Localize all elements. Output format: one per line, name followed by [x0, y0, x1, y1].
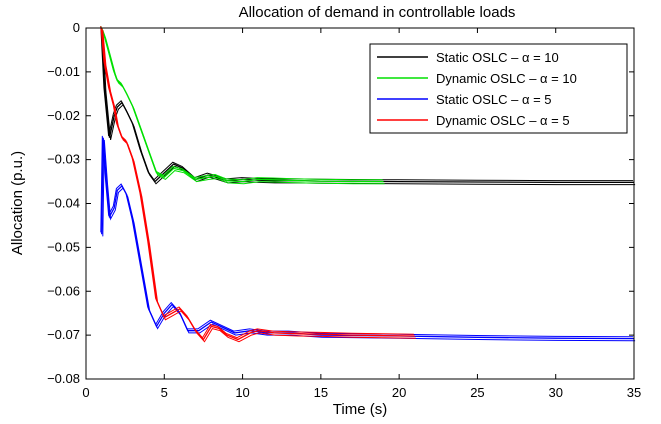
series-line-2-strand-1	[102, 30, 385, 185]
x-ticks: 0 5 10 15 20 25 30 35	[82, 28, 641, 400]
y-tick-label: −0.07	[47, 327, 80, 342]
x-tick-label: 10	[235, 385, 249, 400]
y-tick-label: −0.04	[47, 196, 80, 211]
x-axis-label: Time (s)	[333, 401, 387, 418]
legend-label: Dynamic OSLC – α = 10	[436, 71, 577, 86]
x-tick-label: 15	[314, 385, 328, 400]
legend-label: Static OSLC – α = 10	[436, 50, 559, 65]
x-tick-label: 30	[548, 385, 562, 400]
y-tick-label: −0.08	[47, 371, 80, 386]
x-tick-label: 0	[82, 385, 89, 400]
legend-label: Static OSLC – α = 5	[436, 92, 552, 107]
x-tick-label: 25	[470, 385, 484, 400]
y-tick-label: −0.06	[47, 283, 80, 298]
y-tick-label: −0.03	[47, 152, 80, 167]
x-tick-label: 5	[161, 385, 168, 400]
legend-box	[369, 43, 628, 134]
legend-label: Dynamic OSLC – α = 5	[436, 113, 570, 128]
y-axis-label: Allocation (p.u.)	[9, 151, 26, 255]
series-line-4-strand-2	[100, 26, 414, 339]
y-tick-label: −0.05	[47, 239, 80, 254]
x-tick-label: 35	[627, 385, 641, 400]
series-group	[100, 26, 636, 343]
y-tick-label: −0.01	[47, 64, 80, 79]
y-tick-label: 0	[73, 20, 80, 35]
series-line-2-strand-2	[100, 26, 383, 181]
x-tick-label: 20	[392, 385, 406, 400]
y-tick-label: −0.02	[47, 108, 80, 123]
legend: Static OSLC – α = 10 Dynamic OSLC – α = 1…	[369, 43, 628, 134]
chart-title: Allocation of demand in controllable loa…	[239, 4, 516, 21]
y-ticks: 0 −0.01 −0.02 −0.03 −0.04 −0.05 −0.06 −0.07 −0.0…	[47, 20, 634, 386]
